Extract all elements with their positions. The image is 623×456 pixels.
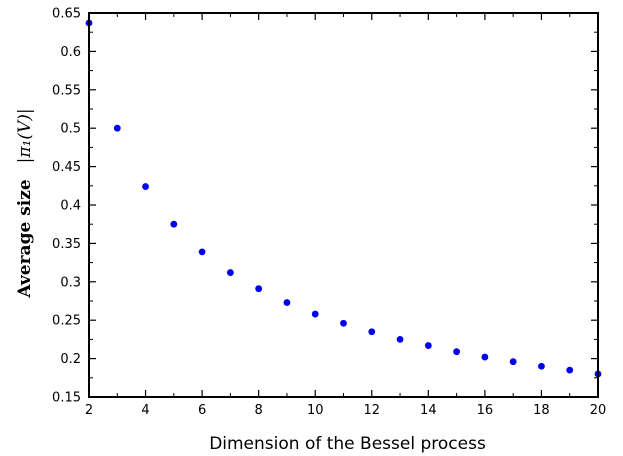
data-point (368, 328, 376, 336)
y-tick-label: 0.5 (60, 122, 81, 137)
data-point (311, 310, 319, 318)
x-tick-label: 4 (141, 403, 149, 418)
y-axis-title-math: |π₁(V)| (15, 108, 35, 163)
data-point (142, 183, 149, 190)
data-point (170, 220, 178, 228)
data-point (226, 269, 234, 276)
y-tick-label: 0.45 (52, 160, 81, 175)
data-point (481, 353, 489, 361)
plot-frame (88, 12, 599, 398)
data-point (566, 366, 574, 374)
data-point (509, 358, 517, 366)
data-points (85, 19, 602, 378)
x-tick-label: 10 (307, 403, 324, 418)
y-tick-label: 0.35 (52, 237, 81, 252)
x-tick-label: 20 (590, 403, 607, 418)
axis-ticks (88, 12, 599, 398)
y-axis-title: Average size |π₁(V)| (15, 108, 35, 298)
data-point (198, 248, 206, 256)
tick-labels: 2 4 6 8 10 12 14 16 18 20 0.15 0.2 0.25 0.3 0.35 0.4 0.4… (52, 7, 606, 419)
y-axis-title-text: Average size (15, 179, 35, 298)
y-tick-label: 0.25 (52, 314, 81, 329)
x-tick-label: 8 (255, 403, 263, 418)
x-tick-label: 12 (364, 403, 381, 418)
data-point (424, 342, 432, 349)
y-tick-label: 0.3 (60, 275, 81, 290)
data-point (255, 285, 263, 293)
x-tick-label: 18 (533, 403, 550, 418)
y-tick-label: 0.65 (52, 7, 81, 22)
data-point (396, 336, 404, 343)
y-tick-label: 0.2 (60, 352, 81, 367)
y-tick-label: 0.15 (52, 391, 81, 406)
x-tick-label: 14 (420, 403, 437, 418)
x-axis-title: Dimension of the Bessel process (209, 434, 486, 454)
y-tick-label: 0.4 (60, 199, 81, 214)
x-tick-label: 2 (85, 403, 93, 418)
data-point (453, 348, 461, 356)
x-tick-label: 16 (477, 403, 494, 418)
data-point (538, 362, 545, 370)
x-tick-label: 6 (198, 403, 206, 418)
y-tick-label: 0.55 (52, 83, 81, 98)
data-point (283, 299, 291, 306)
data-point (113, 124, 121, 132)
y-tick-label: 0.6 (60, 45, 81, 60)
data-point (340, 319, 347, 327)
